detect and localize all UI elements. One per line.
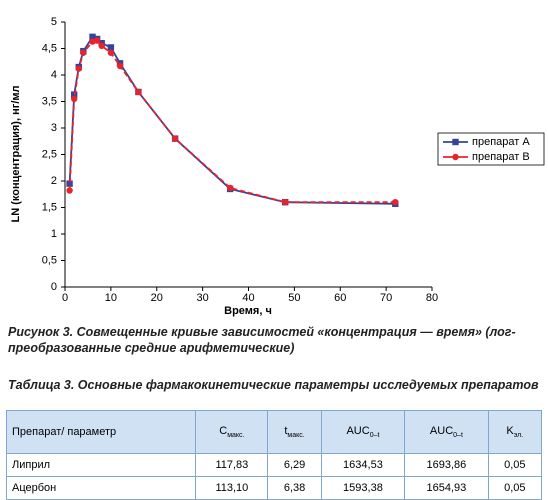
header-subscript: макс.: [287, 432, 305, 440]
point: [66, 180, 73, 187]
point: [66, 187, 73, 194]
point: [70, 91, 78, 98]
x-tick-label: 50: [288, 292, 300, 304]
point: [282, 199, 289, 206]
legend-label: препарат В: [472, 151, 530, 163]
x-tick-label: 70: [380, 292, 392, 304]
table-row: Ацербон 113,10 6,38 1593,38 1654,93 0,05: [5, 476, 543, 500]
table-cell: Липрил: [5, 453, 197, 477]
header-subscript: 0–t: [369, 432, 380, 440]
point: [392, 199, 399, 206]
data-table: Препарат/ параметр Cмакс. tмакс. AUC0–t AUC0…: [5, 410, 543, 500]
header-cell: Cмакс.: [195, 410, 269, 454]
x-tick-label: 40: [242, 292, 254, 304]
point: [135, 88, 142, 96]
header-cell: tмакс.: [267, 410, 322, 454]
table-cell: 1654,93: [404, 476, 489, 500]
header-cell: Препарат/ параметр: [5, 410, 197, 454]
series-line: [68, 39, 396, 204]
header-subscript: эл.: [513, 432, 524, 440]
chart: Время, ч LN (концентрация), нг/мл 0 0,5 1 1…: [10, 16, 545, 317]
table-cell: Ацербон: [5, 476, 197, 500]
table-cell: 117,83: [195, 453, 269, 477]
x-tick-label: 10: [105, 292, 117, 304]
header-cell: Kэл.: [487, 410, 543, 454]
header-text: AUC: [429, 424, 454, 437]
y-tick-label: 3,5: [42, 95, 57, 107]
table-cell: 6,38: [267, 476, 322, 500]
point: [226, 184, 234, 192]
y-tick-label: 1,5: [42, 201, 57, 213]
header-cell: AUC0–t: [320, 410, 406, 454]
header-text: K: [506, 424, 514, 437]
table-cell: 0,05: [487, 476, 543, 500]
header-subscript: макс.: [227, 432, 245, 440]
legend-label: препарат А: [472, 136, 530, 148]
x-tick-label: 20: [151, 292, 163, 304]
x-tick-label: 80: [426, 292, 438, 304]
y-tick-label: 4: [51, 69, 57, 81]
legend-marker: [452, 153, 459, 161]
y-tick-label: 0: [51, 281, 57, 293]
point: [107, 44, 115, 51]
table-cell: 1693,86: [404, 453, 489, 477]
point: [98, 42, 105, 50]
point: [171, 135, 179, 142]
table-row: Липрил 117,83 6,29 1634,53 1693,86 0,05: [5, 453, 543, 477]
table-cell: 0,05: [487, 453, 543, 477]
y-tick-label: 4,5: [42, 42, 57, 54]
point: [116, 62, 124, 70]
table-cell: 6,29: [267, 453, 322, 477]
point: [93, 37, 101, 44]
y-tick-label: 1: [51, 228, 57, 240]
header-cell: AUC0–t: [404, 410, 489, 454]
y-tick-label: 2,5: [42, 148, 57, 160]
x-tick-label: 30: [197, 292, 209, 304]
y-axis-label: LN (концентрация), нг/мл: [10, 86, 22, 223]
point: [80, 49, 87, 56]
header-text: AUC: [346, 424, 370, 437]
point: [107, 49, 115, 56]
header-text: Препарат/ параметр: [12, 426, 117, 438]
point: [89, 33, 96, 41]
x-tick-label: 60: [334, 292, 346, 304]
y-tick-label: 5: [51, 16, 57, 28]
figure-caption: Рисунок 3. Совмещенные кривые зависимост…: [8, 325, 516, 355]
legend-marker: [452, 138, 459, 146]
point: [70, 95, 78, 103]
header-subscript: 0–t: [453, 432, 463, 440]
point: [75, 65, 82, 72]
y-tick-label: 2: [51, 175, 57, 187]
header-text: C: [219, 424, 228, 437]
y-tick-label: 3: [51, 122, 57, 134]
y-tick-label: 0,5: [42, 254, 57, 266]
table-caption: Таблица 3. Основные фармакокинетические …: [8, 378, 539, 392]
x-axis-label: Время, ч: [224, 305, 272, 317]
table-cell: 113,10: [195, 476, 269, 500]
x-tick-label: 0: [62, 292, 68, 304]
header-text: t: [284, 424, 288, 437]
table-cell: 1593,38: [320, 476, 406, 500]
table-cell: 1634,53: [320, 453, 406, 477]
